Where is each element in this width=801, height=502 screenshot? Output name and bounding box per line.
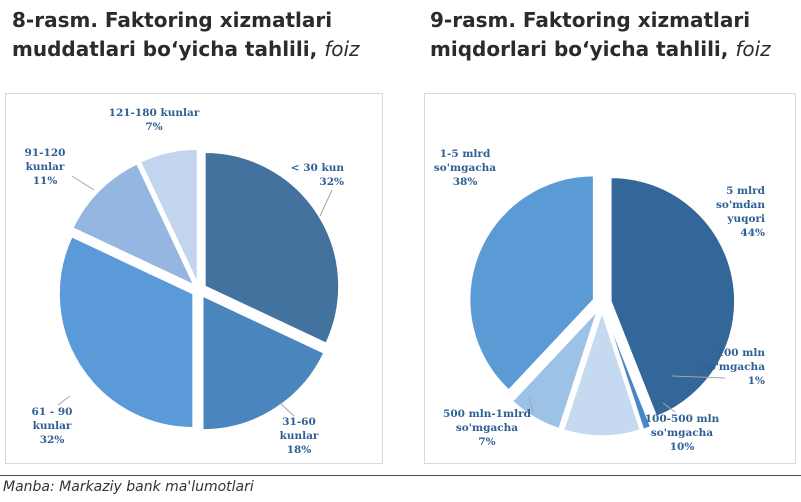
pie-value-amount-1: 1% (748, 375, 765, 387)
pie-category-amount-0-0: 5 mlrd (726, 185, 766, 197)
pie-label-amount-0: 5 mlrd so'mdan yuqori 44% (716, 185, 766, 239)
pie-slice-amount-3 (511, 310, 599, 430)
pie-value-amount-0: 44% (740, 227, 765, 239)
pie-category-amount-2-0: 100-500 mln (645, 413, 720, 425)
leader-line-amount-3 (528, 396, 534, 414)
pie-label-maturity-1: 31-60 kunlar 18% (280, 416, 319, 456)
chart-title-9-line1: 9-rasm. Faktoring xizmatlari (430, 8, 751, 32)
chart-title-8-line2: muddatlari boʻyicha tahlili, foiz (12, 35, 360, 64)
pie-category-amount-4-1: so'mgacha (434, 162, 496, 174)
chart-title-8: 8-rasm. Faktoring xizmatlari muddatlari … (12, 6, 360, 64)
chart-title-9-line2: miqdorlari boʻyicha tahlili, foiz (430, 35, 771, 64)
pie-value-maturity-3: 11% (33, 175, 58, 187)
pie-value-maturity-2: 32% (40, 434, 65, 446)
pie-value-maturity-4: 7% (145, 121, 162, 133)
pie-category-maturity-2-1: kunlar (33, 420, 72, 432)
pie-category-amount-3-1: so'mgacha (456, 422, 518, 434)
chart-title-9-unit: foiz (735, 37, 771, 61)
pie-value-amount-3: 7% (478, 436, 495, 448)
pie-chart-amount: 5 mlrd so'mdan yuqori 44% 100 mln so'mgacha 1%… (434, 148, 766, 453)
leader-line-amount-1 (671, 375, 726, 379)
pie-label-maturity-2: 61 - 90 kunlar 32% (32, 406, 73, 446)
leader-line-maturity-3 (71, 175, 95, 191)
pie-category-amount-3-0: 500 mln-1mlrd (443, 408, 532, 420)
pie-slice-amount-2 (562, 309, 642, 437)
leader-line-maturity-0 (319, 189, 333, 217)
pie-value-amount-4: 38% (453, 176, 478, 188)
pie-category-maturity-3-1: kunlar (26, 161, 65, 173)
pie-value-maturity-1: 18% (287, 444, 312, 456)
pie-category-maturity-0-0: < 30 kun (291, 162, 345, 174)
leader-line-maturity-1 (279, 402, 295, 417)
pie-category-maturity-1-1: kunlar (280, 430, 319, 442)
pie-slice-amount-4 (468, 174, 595, 392)
pie-label-amount-2: 100-500 mln so'mgacha 10% (645, 413, 720, 453)
pie-label-amount-4: 1-5 mlrd so'mgacha 38% (434, 148, 496, 188)
pie-category-amount-0-2: yuqori (726, 213, 765, 225)
pie-category-maturity-1-0: 31-60 (282, 416, 316, 428)
chart-title-9-text: miqdorlari boʻyicha tahlili, (430, 37, 736, 61)
pie-slice-maturity-3 (71, 162, 196, 287)
pie-category-maturity-2-0: 61 - 90 (32, 406, 73, 418)
chart-title-8-unit: foiz (324, 37, 360, 61)
pie-label-amount-3: 500 mln-1mlrd so'mgacha 7% (443, 408, 532, 448)
chart-panel-maturity: < 30 kun 32% 31-60 kunlar 18% 61 - 90 kunlar 32… (5, 93, 383, 464)
pie-category-amount-2-1: so'mgacha (651, 427, 713, 439)
pie-label-maturity-4: 121-180 kunlar 7% (109, 107, 200, 133)
pie-value-maturity-0: 32% (319, 176, 344, 188)
pie-slice-amount-1 (604, 311, 652, 431)
chart-title-8-line1: 8-rasm. Faktoring xizmatlari (12, 8, 333, 32)
pie-label-maturity-3: 91-120 kunlar 11% (25, 147, 66, 187)
pie-slice-maturity-4 (139, 148, 199, 284)
pie-label-maturity-0: < 30 kun 32% (291, 162, 345, 188)
pie-category-maturity-3-0: 91-120 (25, 147, 66, 159)
pie-category-amount-1-1: so'mgacha (703, 361, 765, 373)
source-note: Manba: Markaziy bank ma'lumotlari (3, 479, 254, 495)
leader-line-maturity-2 (57, 395, 71, 406)
chart-panel-amount: 5 mlrd so'mdan yuqori 44% 100 mln so'mgacha 1%… (424, 93, 796, 464)
pie-category-amount-0-1: so'mdan (716, 199, 765, 211)
pie-label-amount-1: 100 mln so'mgacha 1% (703, 347, 766, 387)
chart-title-8-text: muddatlari boʻyicha tahlili, (12, 37, 325, 61)
pie-slice-maturity-2 (58, 235, 194, 429)
pie-chart-maturity: < 30 kun 32% 31-60 kunlar 18% 61 - 90 kunlar 32… (25, 107, 345, 456)
pie-category-amount-1-0: 100 mln (717, 347, 766, 359)
chart-title-9: 9-rasm. Faktoring xizmatlari miqdorlari … (430, 6, 771, 64)
pie-slice-maturity-0 (204, 151, 340, 345)
pie-category-maturity-4-0: 121-180 kunlar (109, 107, 200, 119)
leader-line-amount-2 (662, 402, 676, 413)
pie-slice-amount-0 (610, 176, 736, 418)
pie-category-amount-4-0: 1-5 mlrd (440, 148, 491, 160)
pie-slice-maturity-1 (202, 294, 325, 431)
pie-value-amount-2: 10% (670, 441, 695, 453)
source-divider (0, 475, 801, 476)
